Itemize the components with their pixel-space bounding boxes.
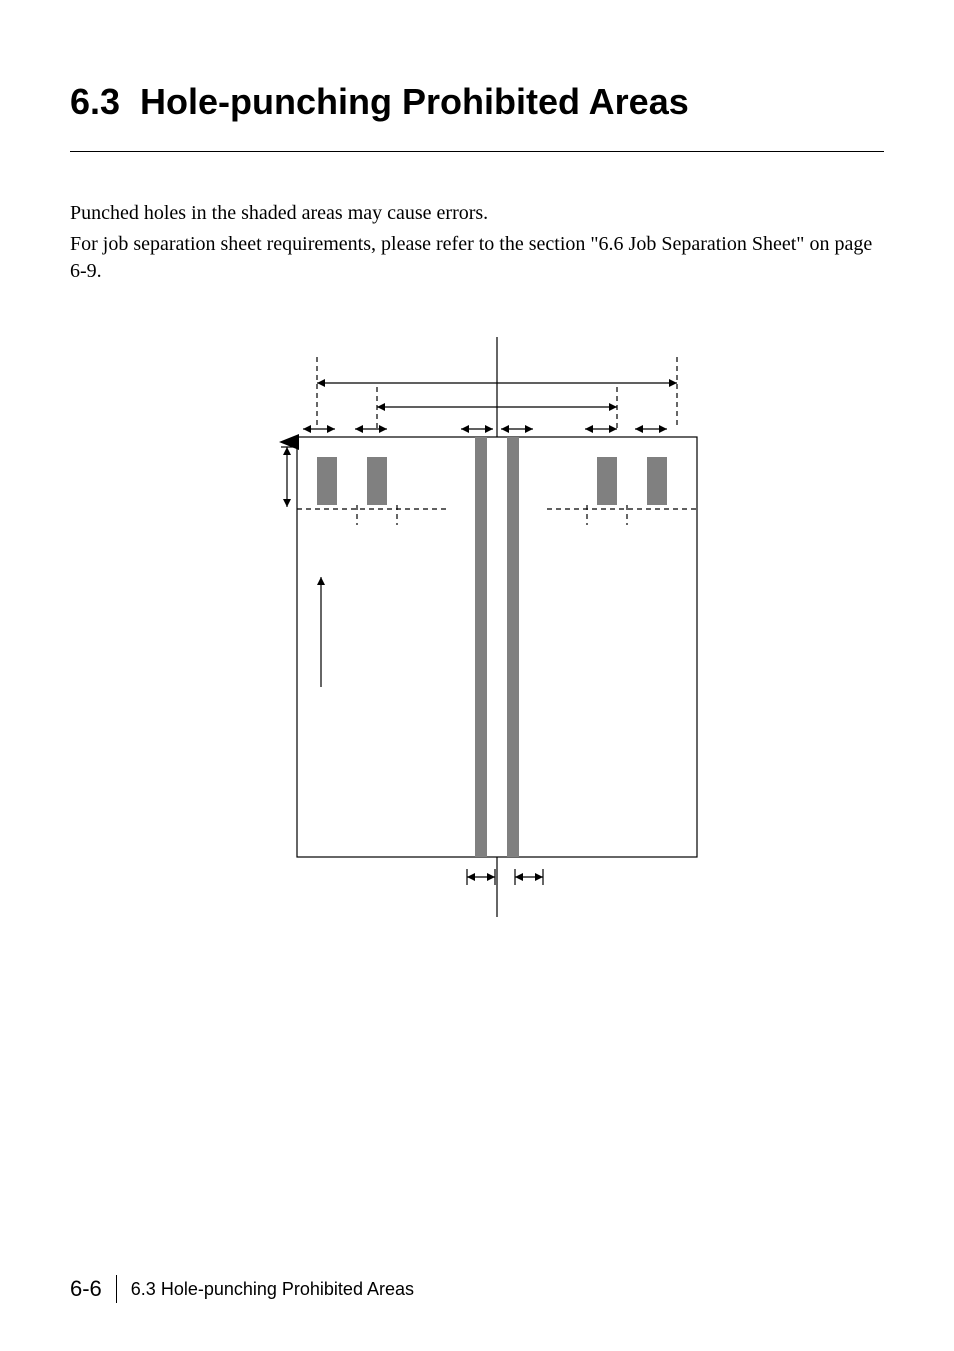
diagram-container (70, 317, 884, 917)
section-number: 6.3 (70, 81, 120, 122)
paragraph-1: Punched holes in the shaded areas may ca… (70, 200, 884, 227)
page-number: 6-6 (70, 1276, 102, 1302)
heading-rule (70, 151, 884, 152)
page-footer: 6-6 6.3 Hole-punching Prohibited Areas (70, 1275, 414, 1303)
section-heading: 6.3 Hole-punching Prohibited Areas (70, 80, 884, 123)
paragraph-2: For job separation sheet requirements, p… (70, 231, 884, 285)
footer-title: 6.3 Hole-punching Prohibited Areas (131, 1279, 414, 1300)
section-title: Hole-punching Prohibited Areas (140, 81, 689, 122)
page: 6.3 Hole-punching Prohibited Areas Punche… (0, 0, 954, 1351)
body-text: Punched holes in the shaded areas may ca… (70, 200, 884, 285)
prohibited-area-diagram (217, 317, 737, 917)
footer-divider (116, 1275, 117, 1303)
